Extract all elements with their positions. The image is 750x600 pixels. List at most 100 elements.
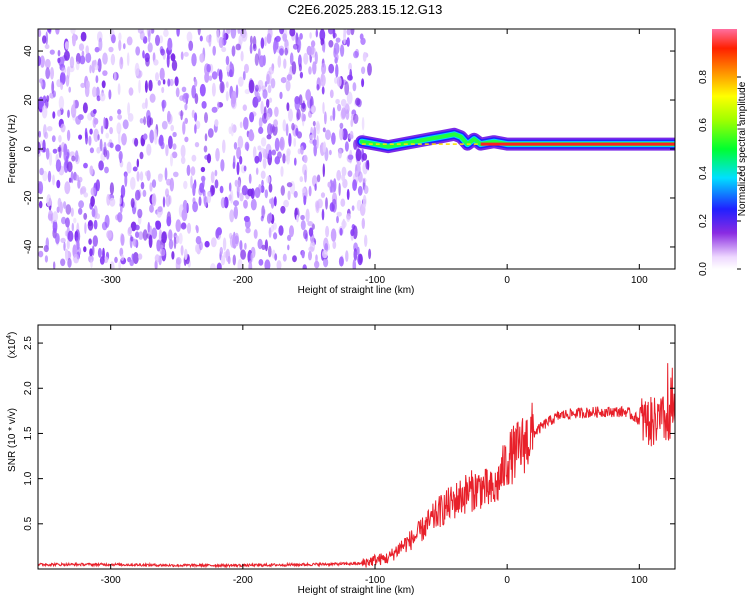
spectrogram-y-tick-label: 40 <box>23 45 34 57</box>
noise-blob <box>244 242 247 250</box>
noise-blob <box>52 111 56 119</box>
noise-blob <box>280 205 286 214</box>
noise-blob <box>131 253 135 260</box>
noise-blob <box>161 86 165 94</box>
noise-blob <box>140 181 145 190</box>
snr-y-multiplier: (x104) <box>6 332 18 359</box>
noise-blob <box>109 115 113 122</box>
noise-blob <box>151 227 158 240</box>
noise-blob <box>358 253 363 264</box>
noise-blob <box>64 41 69 50</box>
noise-blob <box>180 245 184 256</box>
noise-blob <box>322 127 326 133</box>
noise-blob <box>158 229 163 243</box>
noise-blob <box>88 238 92 245</box>
noise-blob <box>214 169 218 177</box>
noise-blob <box>58 95 65 110</box>
noise-blob <box>135 231 140 238</box>
noise-blob <box>231 45 236 57</box>
noise-blob <box>102 52 108 65</box>
noise-blob <box>63 201 67 209</box>
spectrogram-x-tick-label: 100 <box>631 275 648 286</box>
spectrogram-x-tick-label: -300 <box>101 275 121 286</box>
noise-blob <box>331 198 337 213</box>
noise-blob <box>139 30 145 41</box>
noise-blob <box>268 212 273 222</box>
noise-blob <box>65 248 69 261</box>
noise-blob <box>220 197 226 209</box>
noise-blob <box>332 107 336 121</box>
noise-blob <box>230 122 234 137</box>
noise-blob <box>139 118 144 124</box>
noise-blob <box>126 161 132 174</box>
noise-blob <box>127 226 133 235</box>
noise-blob <box>268 149 272 159</box>
noise-blob <box>305 208 310 223</box>
noise-blob <box>91 208 96 218</box>
snr-x-tick-label: 100 <box>631 575 648 586</box>
noise-blob <box>191 154 197 162</box>
noise-blob <box>110 53 116 66</box>
noise-blob <box>289 29 296 37</box>
noise-blob <box>143 116 147 126</box>
noise-blob <box>57 146 61 152</box>
noise-blob <box>352 259 357 269</box>
noise-blob <box>249 112 255 123</box>
noise-blob <box>83 212 88 220</box>
noise-blob <box>65 204 72 215</box>
noise-blob <box>250 198 257 211</box>
noise-blob <box>294 97 301 111</box>
noise-blob <box>324 111 327 125</box>
noise-blob <box>117 109 122 115</box>
noise-blob <box>50 67 54 80</box>
noise-blob <box>41 105 48 119</box>
noise-blob <box>64 181 71 195</box>
noise-blob <box>85 80 90 90</box>
noise-blob <box>264 189 268 199</box>
noise-blob <box>210 171 215 184</box>
noise-blob <box>260 37 265 49</box>
spectrogram-x-ticks: -300 -200 -100 0 100 <box>101 29 648 286</box>
spectrogram-noise <box>38 29 372 269</box>
noise-blob <box>95 179 100 192</box>
noise-blob <box>340 98 347 107</box>
spectrogram-x-tick-label: -100 <box>365 275 385 286</box>
noise-blob <box>289 225 294 238</box>
noise-blob <box>38 250 44 258</box>
noise-blob <box>280 77 287 84</box>
noise-blob <box>169 78 174 87</box>
noise-blob <box>78 207 83 215</box>
noise-blob <box>280 185 285 196</box>
noise-blob <box>204 240 210 248</box>
snr-x-ticks: -300 -200 -100 0 100 <box>101 325 648 586</box>
noise-blob <box>90 259 93 268</box>
noise-blob <box>59 71 66 85</box>
noise-blob <box>118 150 123 161</box>
noise-blob <box>175 257 182 265</box>
noise-blob <box>70 29 76 35</box>
noise-blob <box>264 259 271 269</box>
noise-blob <box>344 81 350 96</box>
spectrogram-y-axis-label: Frequency (Hz) <box>7 115 18 184</box>
noise-blob <box>80 31 87 42</box>
spectrogram-y-tick-label: -40 <box>23 239 34 254</box>
noise-blob <box>200 166 206 173</box>
noise-blob <box>235 43 241 51</box>
noise-blob <box>341 173 346 182</box>
noise-blob <box>300 145 304 155</box>
noise-blob <box>340 198 346 207</box>
noise-blob <box>286 182 293 188</box>
noise-blob <box>75 61 80 71</box>
noise-blob <box>162 196 166 208</box>
noise-blob <box>180 156 186 165</box>
noise-blob <box>175 219 182 233</box>
noise-blob <box>360 37 366 45</box>
noise-blob <box>67 230 74 242</box>
noise-blob <box>57 49 61 57</box>
noise-blob <box>181 86 187 93</box>
noise-blob <box>207 191 212 204</box>
noise-blob <box>88 220 93 227</box>
noise-blob <box>222 139 226 154</box>
noise-blob <box>315 254 318 265</box>
noise-blob <box>142 50 145 59</box>
